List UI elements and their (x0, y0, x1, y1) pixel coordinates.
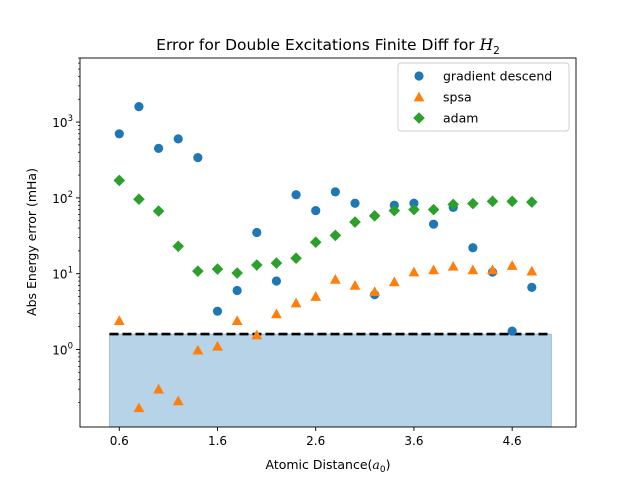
gradient-descend-point (153, 143, 164, 153)
spsa-point (369, 286, 381, 296)
gradient-descend-point (173, 134, 183, 144)
gradient-descend-point (350, 198, 360, 208)
spsa-point (192, 344, 204, 355)
y-tick-label: 101 (52, 266, 73, 282)
adam-point (172, 240, 185, 253)
x-tick-label: 1.6 (208, 434, 227, 448)
legend-label-spsa: spsa (443, 90, 472, 105)
gradient-descend-point (232, 285, 242, 296)
adam-point (309, 236, 322, 249)
spsa-point (447, 260, 459, 271)
x-tick-label: 4.6 (503, 434, 522, 448)
adam-point (447, 198, 460, 211)
spsa-point (113, 315, 125, 325)
legend-marker-gradient-descend (414, 71, 424, 81)
spsa-point (329, 274, 341, 284)
gradient-descend-point (428, 219, 439, 229)
gradient-descend-point (409, 198, 419, 208)
spsa-point (526, 265, 538, 276)
gradient-descend-point (507, 326, 517, 336)
gradient-descend-point (527, 282, 537, 292)
spsa-point (153, 383, 164, 394)
gradient-descend-point (114, 129, 124, 139)
spsa-point (467, 264, 479, 275)
spsa-point (290, 297, 302, 308)
adam-point (133, 193, 145, 206)
spsa-point (251, 329, 263, 340)
spsa-point (349, 280, 361, 290)
gradient-descend-point (193, 152, 203, 163)
gradient-descend-point (252, 227, 262, 238)
spsa-point (271, 308, 282, 319)
threshold-region (109, 333, 552, 428)
spsa-point (506, 260, 518, 270)
adam-point (152, 205, 165, 217)
adam-point (113, 174, 126, 187)
spsa-point (388, 276, 400, 287)
x-axis-label: Atomic Distance(a0) (266, 457, 391, 475)
spsa-point (428, 264, 439, 275)
adam-point (349, 216, 361, 228)
adam-point (231, 267, 243, 279)
legend-frame (397, 62, 570, 132)
y-tick-label: 100 (52, 342, 73, 358)
gradient-descend-point (468, 243, 478, 253)
adam-point (290, 252, 302, 265)
adam-point (486, 195, 499, 208)
y-tick-label: 102 (52, 190, 73, 206)
adam-point (329, 229, 342, 242)
adam-point (427, 203, 440, 216)
legend-marker-adam (413, 112, 425, 124)
spsa-point (487, 264, 498, 275)
gradient-descend-point (134, 101, 144, 112)
chart-title: Error for Double Excitations Finite Diff… (156, 36, 500, 57)
adam-point (506, 195, 518, 208)
adam-point (211, 263, 224, 275)
spsa-point (133, 402, 145, 413)
adam-point (250, 259, 263, 271)
adam-point (192, 265, 204, 277)
gradient-descend-point (291, 190, 301, 200)
adam-point (467, 197, 479, 210)
adam-point (388, 204, 401, 217)
legend: gradient descend spsa adam (397, 62, 570, 132)
spsa-point (231, 315, 243, 325)
y-tick-label: 103 (52, 114, 73, 130)
x-tick-label: 0.6 (110, 434, 129, 448)
spsa-point (172, 395, 184, 406)
x-tick-label: 2.6 (306, 434, 325, 448)
adam-point (368, 210, 381, 222)
adam-point (408, 203, 420, 216)
adam-point (526, 196, 538, 208)
legend-label-adam: adam (443, 111, 478, 126)
adam-point (270, 257, 283, 269)
spsa-point (310, 291, 322, 301)
gradient-descend-point (212, 306, 223, 316)
spsa-point (408, 266, 420, 277)
axes-frame (79, 57, 577, 428)
x-tick-label: 3.6 (404, 434, 423, 448)
gradient-descend-point (271, 276, 282, 286)
gradient-descend-point (330, 187, 340, 197)
legend-label-gradient-descend: gradient descend (443, 69, 552, 84)
gradient-descend-point (311, 205, 321, 216)
spsa-point (212, 340, 223, 351)
legend-marker-spsa (413, 91, 425, 102)
y-axis-label: Abs Energy error (mHa) (24, 168, 39, 316)
